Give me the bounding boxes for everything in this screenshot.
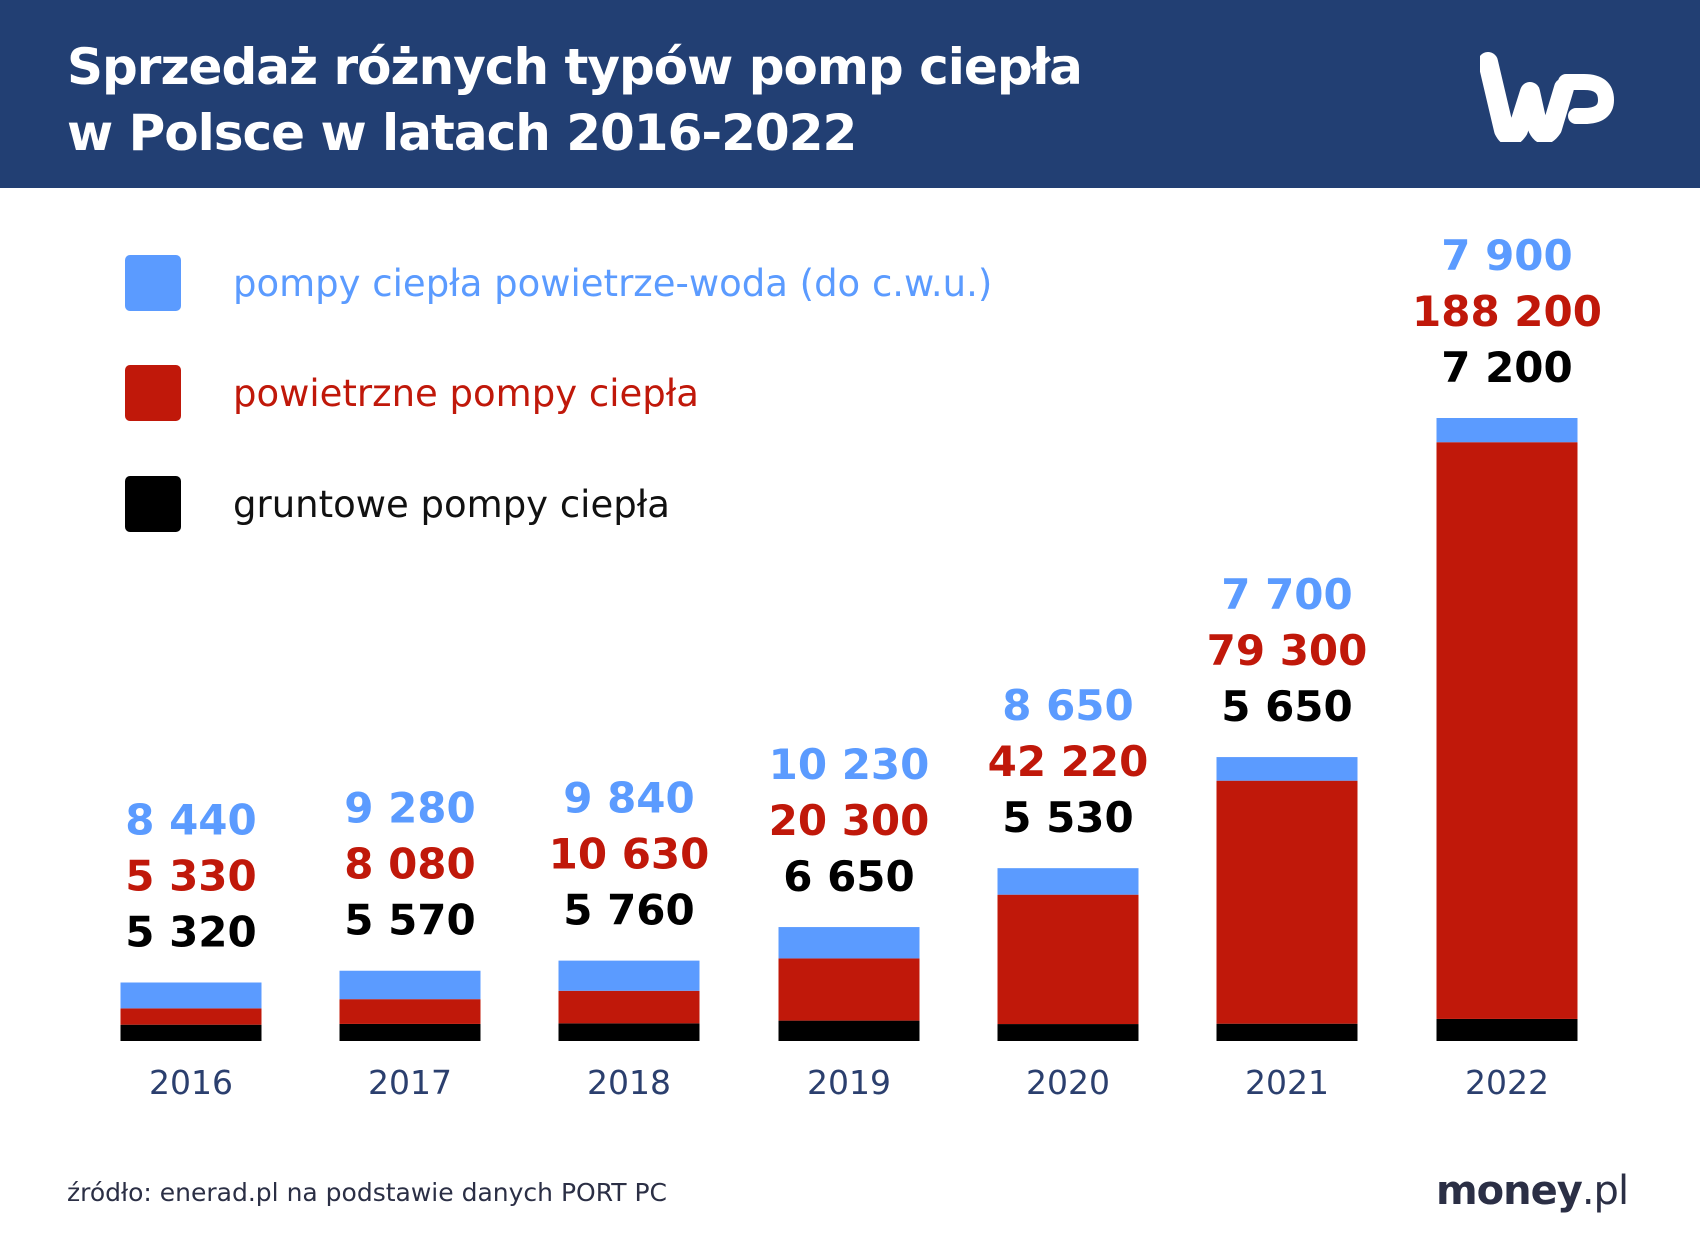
data-label: 9 840 (563, 774, 695, 823)
bar-segment (778, 958, 920, 1021)
legend-label: pompy ciepła powietrze-woda (do c.w.u.) (233, 261, 993, 305)
money-pl-logo: money.pl (1436, 1168, 1629, 1214)
bar-segment (120, 1024, 262, 1041)
data-label: 5 320 (125, 907, 257, 956)
title-line-1: Sprzedaż różnych typów pomp ciepła (67, 38, 1083, 96)
x-tick-label: 2017 (368, 1063, 452, 1102)
legend-label: gruntowe pompy ciepła (233, 482, 670, 526)
data-label: 8 080 (344, 840, 476, 889)
bar-segment (558, 1023, 700, 1041)
data-label: 9 280 (344, 784, 476, 833)
bar-segment (1436, 418, 1578, 443)
data-label: 5 760 (563, 886, 695, 935)
data-label: 8 650 (1002, 681, 1134, 730)
data-label: 7 900 (1441, 231, 1573, 280)
x-tick-label: 2018 (587, 1063, 671, 1102)
bar-segment (1216, 780, 1358, 1024)
brand-suffix: .pl (1581, 1168, 1629, 1214)
bar-segment (997, 894, 1139, 1025)
bar-segment (997, 1024, 1139, 1041)
data-label: 5 650 (1221, 682, 1353, 731)
bar-segment (1216, 1023, 1358, 1041)
bar-segment (1436, 1018, 1578, 1041)
data-label: 5 570 (344, 896, 476, 945)
legend-item: powietrzne pompy ciepła (125, 365, 699, 421)
bar-segment (558, 960, 700, 991)
data-label: 10 230 (769, 740, 930, 789)
legend-label: powietrzne pompy ciepła (233, 371, 699, 415)
bar-segment (778, 927, 920, 959)
legend-item: pompy ciepła powietrze-woda (do c.w.u.) (125, 255, 992, 311)
bar-segment (1436, 442, 1578, 1019)
data-label: 42 220 (988, 737, 1149, 786)
x-tick-label: 2022 (1465, 1063, 1549, 1102)
data-label: 188 200 (1412, 287, 1602, 336)
wp-logo (1480, 52, 1615, 142)
data-label: 10 630 (549, 830, 710, 879)
data-label: 5 530 (1002, 793, 1134, 842)
data-label: 5 330 (125, 851, 257, 900)
bar-segment (997, 868, 1139, 895)
header: Sprzedaż różnych typów pomp ciepła w Pol… (0, 0, 1700, 188)
bar-segment (120, 982, 262, 1009)
bar-segment (339, 999, 481, 1024)
x-tick-label: 2021 (1245, 1063, 1329, 1102)
legend-item: gruntowe pompy ciepła (125, 476, 670, 532)
legend-swatch (125, 255, 181, 311)
bar-segment (339, 1023, 481, 1041)
x-tick-label: 2019 (807, 1063, 891, 1102)
data-label: 7 200 (1441, 343, 1573, 392)
bar-segment (558, 990, 700, 1024)
bar-segment (778, 1020, 920, 1041)
title-line-2: w Polsce w latach 2016-2022 (67, 104, 857, 162)
source-note: źródło: enerad.pl na podstawie danych PO… (67, 1178, 667, 1207)
bar-segment (1216, 757, 1358, 781)
legend-swatch (125, 365, 181, 421)
x-tick-label: 2020 (1026, 1063, 1110, 1102)
legend-swatch (125, 476, 181, 532)
bar-segment (120, 1008, 262, 1025)
chart-title: Sprzedaż różnych typów pomp ciepła w Pol… (67, 34, 1083, 166)
bar-segment (339, 970, 481, 1000)
brand-name: money (1436, 1168, 1583, 1214)
data-label: 8 440 (125, 795, 257, 844)
data-label: 79 300 (1207, 626, 1368, 675)
data-label: 7 700 (1221, 570, 1353, 619)
x-tick-label: 2016 (149, 1063, 233, 1102)
data-label: 20 300 (769, 796, 930, 845)
data-label: 6 650 (783, 852, 915, 901)
